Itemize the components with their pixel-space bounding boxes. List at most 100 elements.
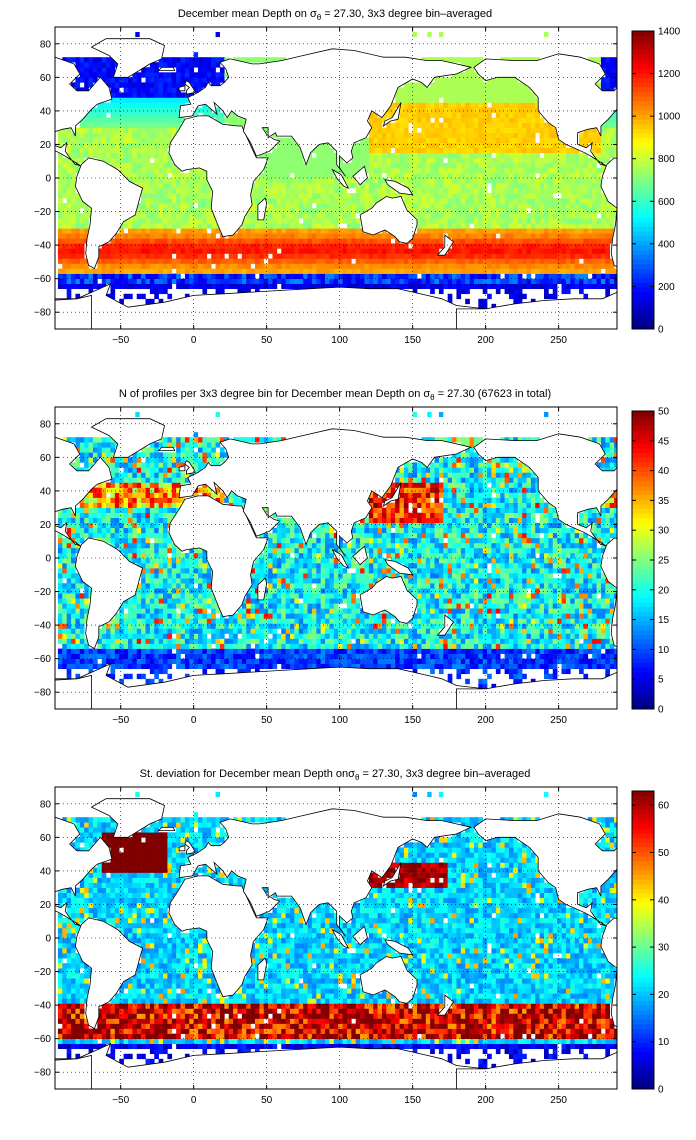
data-cell bbox=[307, 258, 313, 264]
data-cell bbox=[338, 183, 343, 189]
data-cell bbox=[614, 67, 617, 73]
data-cell bbox=[154, 288, 159, 295]
data-cell bbox=[614, 147, 617, 154]
data-cell bbox=[119, 77, 124, 83]
data-cell bbox=[399, 273, 405, 279]
data-cell bbox=[84, 658, 89, 664]
data-cell bbox=[75, 62, 81, 68]
data-cell bbox=[539, 183, 545, 189]
data-cell bbox=[351, 147, 357, 154]
data-cell bbox=[447, 248, 453, 254]
data-cell bbox=[338, 643, 343, 649]
data-cell bbox=[596, 658, 602, 664]
data-cell bbox=[281, 152, 286, 159]
data-cell bbox=[211, 243, 216, 249]
data-cell bbox=[184, 97, 190, 103]
data-cell bbox=[298, 157, 304, 164]
data-cell bbox=[495, 137, 501, 144]
data-cell bbox=[184, 203, 190, 209]
data-cell bbox=[548, 238, 554, 244]
data-cell bbox=[438, 87, 444, 93]
data-cell bbox=[268, 643, 273, 649]
data-cell bbox=[587, 183, 593, 189]
data-cell bbox=[211, 62, 216, 68]
data-cell bbox=[596, 137, 602, 144]
data-cell bbox=[75, 293, 81, 300]
data-cell bbox=[311, 183, 317, 189]
data-cell bbox=[491, 208, 497, 214]
data-cell bbox=[425, 112, 431, 118]
data-cell bbox=[158, 127, 164, 133]
data-cell bbox=[500, 223, 505, 229]
data-cell bbox=[425, 268, 431, 274]
data-cell bbox=[79, 243, 85, 249]
data-cell bbox=[417, 102, 422, 108]
data-cell bbox=[530, 253, 536, 259]
data-cell bbox=[513, 223, 519, 229]
data-cell bbox=[62, 273, 67, 279]
data-cell bbox=[478, 208, 483, 214]
data-cell bbox=[180, 663, 186, 670]
data-cells bbox=[57, 32, 617, 310]
data-cell bbox=[386, 263, 392, 269]
data-cell bbox=[92, 278, 98, 284]
data-cell bbox=[447, 298, 453, 305]
colorbar-step bbox=[632, 198, 654, 204]
data-cell bbox=[557, 198, 562, 204]
data-cell bbox=[386, 188, 392, 194]
data-cell bbox=[495, 248, 501, 254]
data-cell bbox=[184, 648, 190, 654]
data-cell bbox=[504, 183, 510, 189]
x-tick-label: −50 bbox=[112, 335, 129, 346]
data-cell bbox=[403, 102, 409, 108]
data-cell bbox=[110, 243, 116, 249]
data-cell bbox=[399, 278, 405, 284]
data-cell bbox=[504, 203, 510, 209]
data-cell bbox=[145, 653, 151, 659]
data-cell bbox=[565, 258, 571, 264]
data-cell bbox=[408, 208, 413, 214]
data-cell bbox=[596, 238, 602, 244]
data-cell bbox=[452, 183, 457, 189]
data-cell bbox=[167, 258, 173, 264]
data-cell bbox=[434, 107, 440, 113]
data-cell bbox=[114, 112, 120, 118]
data-cell bbox=[491, 218, 497, 224]
colorbar-step bbox=[632, 44, 654, 51]
data-cell bbox=[263, 238, 269, 244]
data-cell bbox=[565, 213, 571, 219]
data-cell bbox=[163, 92, 168, 98]
chart-title: N of profiles per 3x3 degree bin for Dec… bbox=[118, 388, 552, 403]
data-cell bbox=[530, 162, 536, 169]
data-cell bbox=[145, 67, 151, 73]
data-cell bbox=[88, 72, 94, 78]
data-cell bbox=[434, 253, 440, 259]
data-cell bbox=[303, 253, 308, 259]
data-cell bbox=[539, 233, 545, 239]
data-cell bbox=[110, 263, 116, 269]
data-cell bbox=[97, 253, 103, 259]
data-cell bbox=[84, 208, 89, 214]
data-cell bbox=[552, 137, 558, 144]
data-cell bbox=[136, 228, 142, 234]
data-cell bbox=[158, 183, 164, 189]
data-cell bbox=[421, 162, 427, 169]
data-cell bbox=[294, 243, 300, 249]
y-tick-label: 0 bbox=[45, 174, 51, 185]
data-cell bbox=[417, 97, 422, 103]
data-cell bbox=[303, 643, 308, 649]
data-cell bbox=[176, 663, 181, 670]
data-cell bbox=[478, 122, 483, 128]
data-cell bbox=[517, 243, 523, 249]
data-cell bbox=[513, 233, 519, 239]
data-cell bbox=[254, 208, 260, 214]
data-cell bbox=[373, 238, 378, 244]
data-cell bbox=[565, 193, 571, 199]
data-cell bbox=[417, 87, 422, 93]
data-cell bbox=[75, 57, 81, 63]
data-cell bbox=[491, 183, 497, 189]
data-cell bbox=[219, 288, 225, 295]
data-cell bbox=[500, 178, 505, 184]
data-cell bbox=[316, 283, 321, 290]
colorbar-step bbox=[632, 124, 654, 130]
